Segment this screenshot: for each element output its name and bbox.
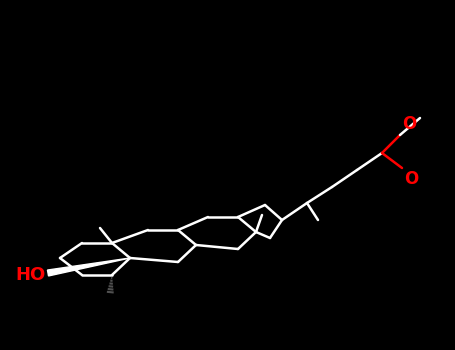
- Polygon shape: [47, 258, 130, 276]
- Text: HO: HO: [16, 266, 46, 284]
- Text: O: O: [404, 170, 418, 188]
- Text: O: O: [402, 115, 416, 133]
